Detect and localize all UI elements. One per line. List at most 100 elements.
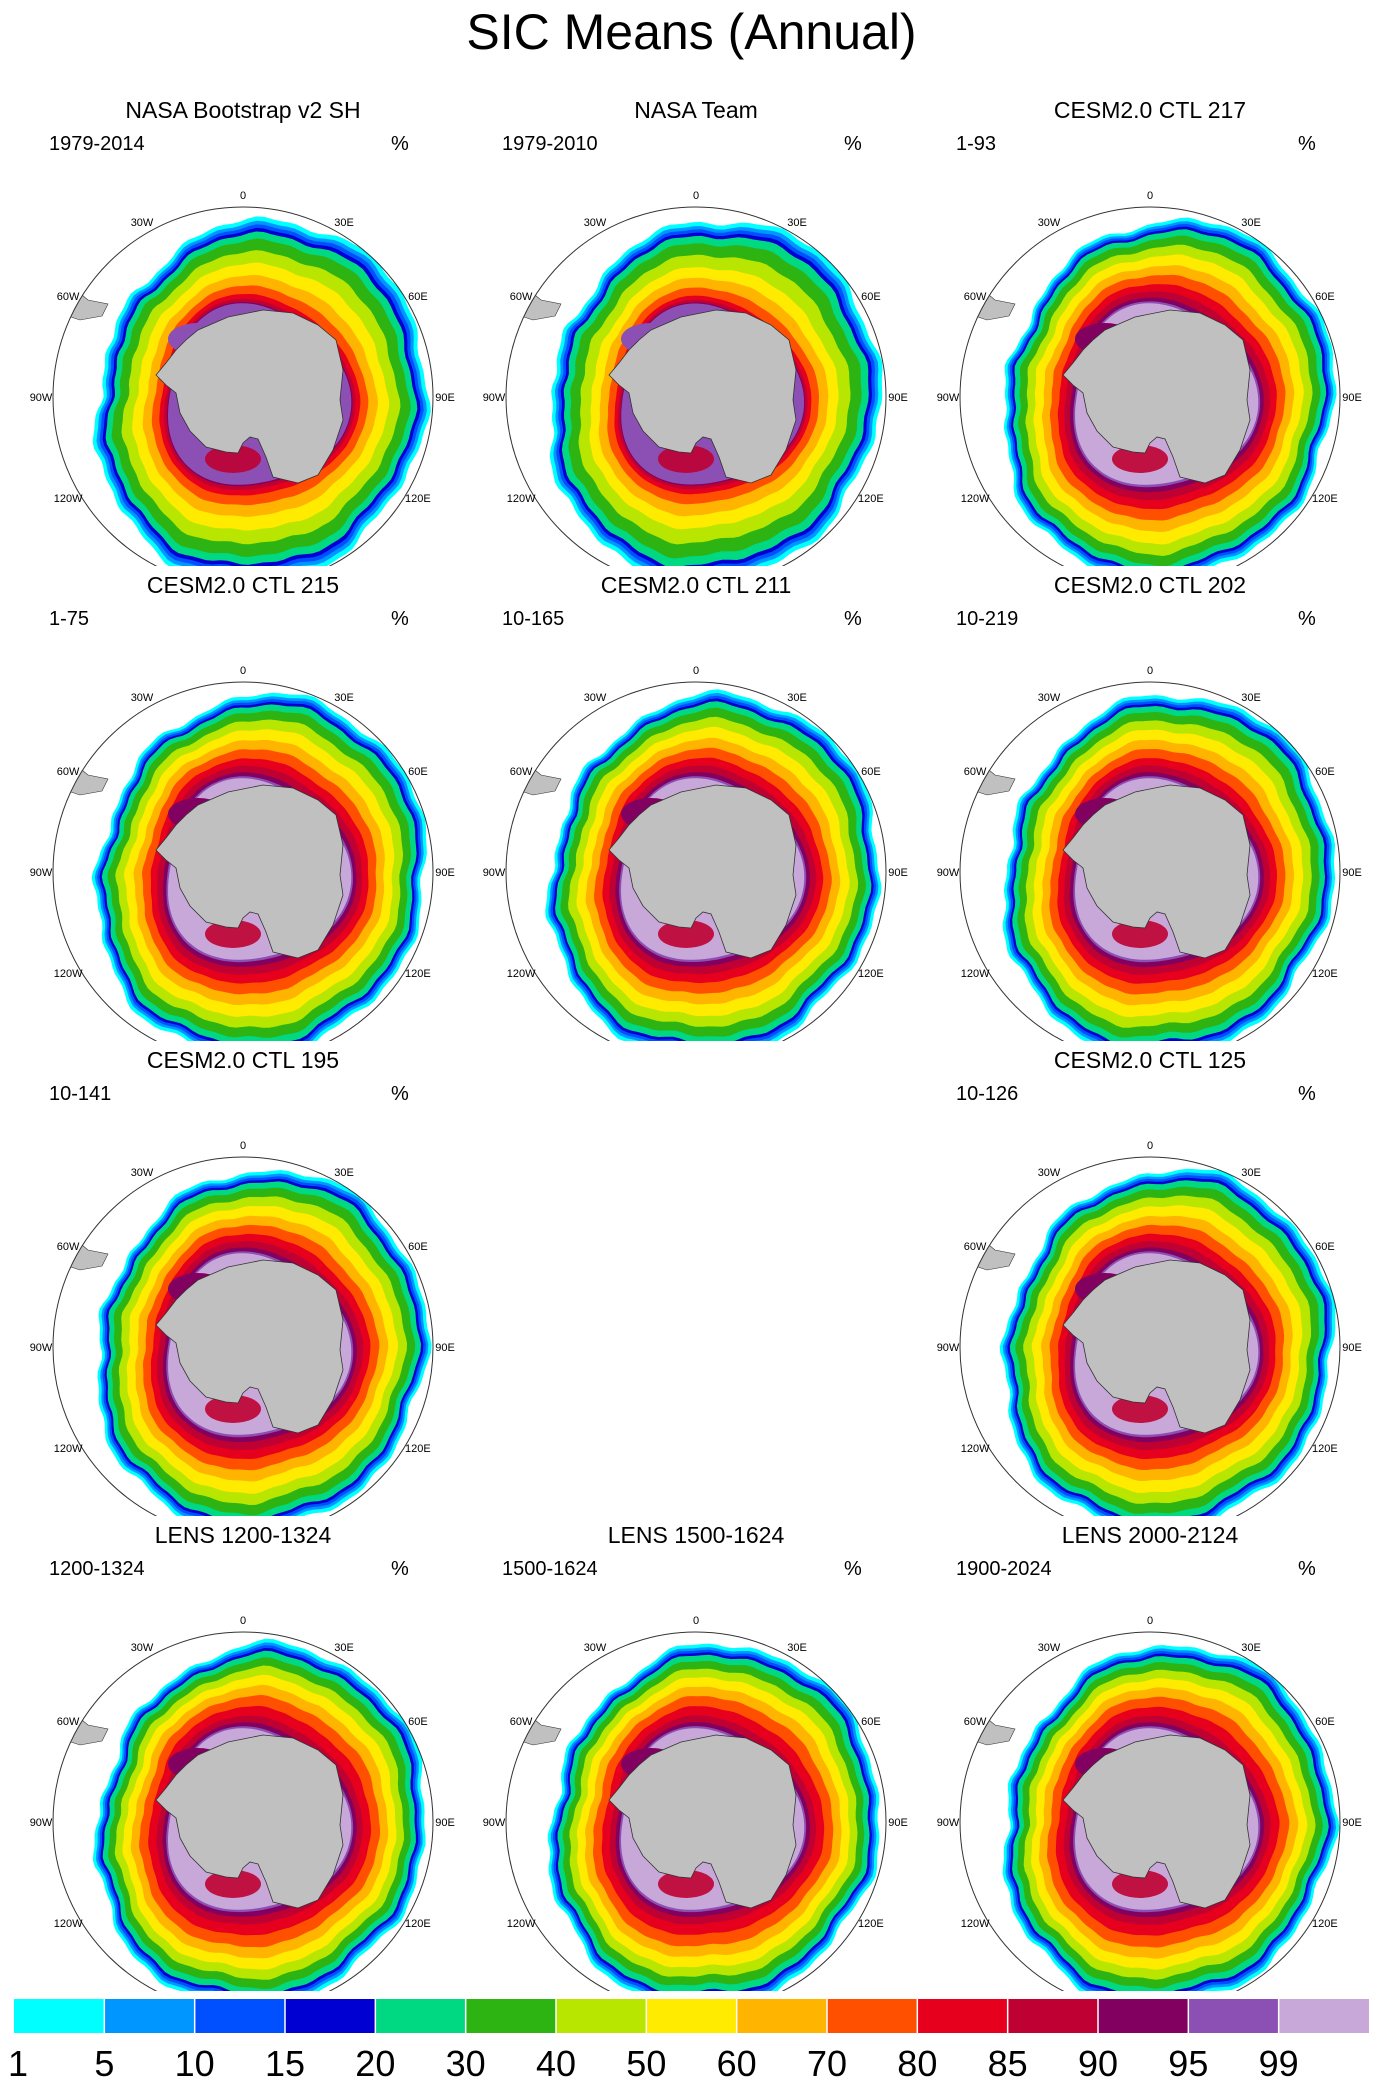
ross-sea-pack-ice: [205, 445, 261, 473]
longitude-label: 120E: [858, 1918, 884, 1930]
island-landmass: [971, 743, 979, 755]
longitude-label: 90W: [937, 392, 960, 404]
map-panel: 030E60E90E120E150E180150W120W90W60W30WNA…: [13, 96, 473, 566]
map-boundary: [959, 1156, 1341, 1516]
longitude-label: 60E: [408, 291, 428, 303]
longitude-label: 120W: [961, 968, 990, 980]
longitude-label: 60W: [510, 1716, 533, 1728]
colorbar-swatch: [1007, 1999, 1098, 2033]
island-landmass: [517, 268, 525, 280]
longitude-label: 30W: [131, 217, 154, 229]
longitude-label: 30E: [1241, 692, 1261, 704]
panel-title: CESM2.0 CTL 215: [146, 572, 340, 598]
antarctica-landmass: [1062, 309, 1251, 484]
longitude-label: 120E: [1312, 493, 1338, 505]
colorbar-swatch: [1098, 1999, 1189, 2033]
longitude-label: 90W: [937, 1342, 960, 1354]
antarctica-landmass: [1062, 1734, 1251, 1909]
longitude-label: 90W: [483, 1817, 506, 1829]
panel-title: CESM2.0 CTL 211: [600, 572, 792, 598]
map-panel: 030E60E90E120E150E180150W120W90W60W30WNA…: [466, 96, 926, 566]
panel-title: LENS 2000-2124: [1061, 1522, 1239, 1548]
antarctica-landmass: [1062, 1259, 1251, 1434]
longitude-label: 30E: [1241, 1167, 1261, 1179]
colorbar-swatch: [194, 1999, 285, 2033]
colorbar-tick-label: 70: [806, 2043, 848, 2084]
antarctica-landmass: [155, 1734, 344, 1909]
longitude-label: 30E: [334, 692, 354, 704]
longitude-label: 90E: [1342, 392, 1362, 404]
ross-sea-pack-ice: [658, 1870, 714, 1898]
longitude-label: 120W: [961, 1443, 990, 1455]
map-boundary: [505, 206, 887, 566]
longitude-label: 30W: [131, 692, 154, 704]
panel-title: CESM2.0 CTL 195: [146, 1047, 340, 1073]
panel-period: 10-141: [49, 1083, 112, 1105]
colorbar-swatch: [1188, 1999, 1279, 2033]
island-landmass: [971, 1693, 979, 1705]
colorbar-tick-label: 20: [355, 2043, 396, 2084]
panel-unit: %: [391, 133, 409, 155]
colorbar-tick-label: 85: [987, 2043, 1028, 2084]
map-boundary: [52, 206, 434, 566]
longitude-label: 120E: [405, 1443, 431, 1455]
panel-period: 1-75: [49, 608, 90, 630]
panel-unit: %: [844, 1558, 862, 1580]
island-landmass: [64, 268, 72, 280]
longitude-label: 30E: [787, 217, 807, 229]
longitude-label: 90E: [888, 867, 908, 879]
colorbar-swatch: [104, 1999, 195, 2033]
island-landmass: [64, 743, 72, 755]
longitude-label: 60E: [1315, 291, 1335, 303]
panel-period: 10-219: [956, 608, 1019, 630]
longitude-label: 0: [1147, 665, 1153, 677]
map-panel: 030E60E90E120E150E180150W120W90W60W30WCE…: [920, 1046, 1380, 1516]
longitude-label: 30W: [1038, 1167, 1061, 1179]
ross-sea-pack-ice: [1112, 920, 1168, 948]
longitude-label: 60E: [1315, 766, 1335, 778]
ross-sea-pack-ice: [658, 445, 714, 473]
longitude-label: 90W: [937, 1817, 960, 1829]
longitude-label: 0: [240, 190, 246, 202]
polar-map: 030E60E90E120E150E180150W120W90W60W30W: [30, 1140, 455, 1516]
longitude-label: 30W: [1038, 1642, 1061, 1654]
longitude-label: 30W: [1038, 217, 1061, 229]
map-boundary: [52, 1156, 434, 1516]
longitude-label: 90W: [483, 392, 506, 404]
longitude-label: 0: [240, 1615, 246, 1627]
colorbar-tick-label: 99: [1258, 2043, 1299, 2084]
panel-period: 1900-2024: [956, 1558, 1052, 1580]
longitude-label: 90E: [1342, 1342, 1362, 1354]
ross-sea-pack-ice: [1112, 445, 1168, 473]
longitude-label: 60E: [861, 291, 881, 303]
longitude-label: 0: [693, 1615, 699, 1627]
antarctica-landmass: [155, 1259, 344, 1434]
map-panel: 030E60E90E120E150E180150W120W90W60W30WCE…: [13, 571, 473, 1041]
panel-unit: %: [1298, 608, 1316, 630]
ross-sea-pack-ice: [1112, 1395, 1168, 1423]
island-landmass: [517, 1693, 525, 1705]
longitude-label: 90W: [937, 867, 960, 879]
longitude-label: 120W: [507, 1918, 536, 1930]
longitude-label: 90W: [483, 867, 506, 879]
colorbar-tick-label: 60: [716, 2043, 757, 2084]
colorbar-swatch: [736, 1999, 827, 2033]
island-landmass: [64, 1693, 72, 1705]
longitude-label: 90W: [30, 392, 53, 404]
map-panel: 030E60E90E120E150E180150W120W90W60W30WCE…: [13, 1046, 473, 1516]
colorbar-tick-label: 15: [264, 2043, 306, 2084]
longitude-label: 60W: [964, 1241, 987, 1253]
panel-title: CESM2.0 CTL 217: [1053, 97, 1247, 123]
colorbar-swatch: [646, 1999, 737, 2033]
colorbar: [14, 1999, 1369, 2033]
longitude-label: 30E: [334, 1167, 354, 1179]
longitude-label: 120E: [1312, 968, 1338, 980]
panel-period: 1-93: [956, 133, 997, 155]
polar-map: 030E60E90E120E150E180150W120W90W60W30W: [937, 190, 1362, 566]
longitude-label: 0: [240, 1140, 246, 1152]
longitude-label: 30E: [787, 692, 807, 704]
colorbar-tick-label: 40: [535, 2043, 577, 2084]
longitude-label: 120W: [54, 1918, 83, 1930]
longitude-label: 120W: [54, 968, 83, 980]
map-boundary: [959, 681, 1341, 1041]
